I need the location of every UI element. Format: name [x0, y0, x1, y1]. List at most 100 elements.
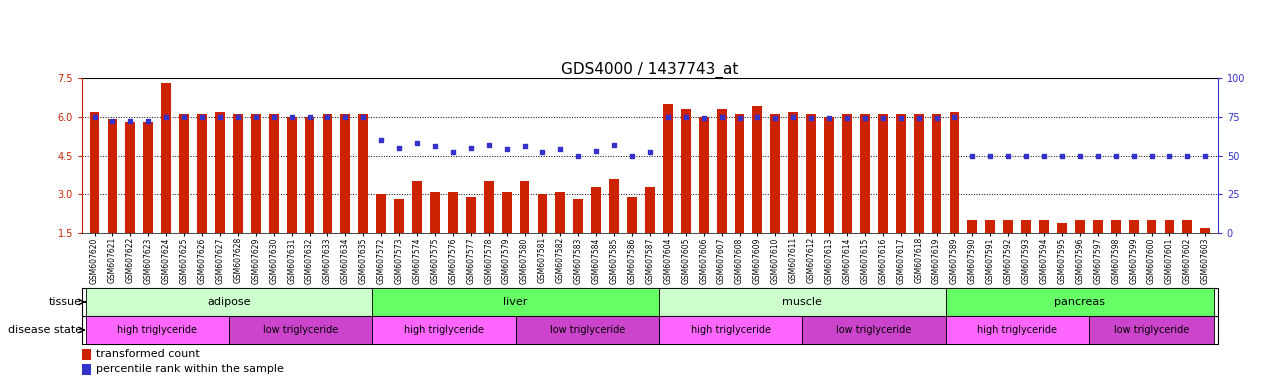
Point — [712, 114, 732, 120]
Point — [909, 115, 929, 121]
Point — [729, 115, 750, 121]
Text: muscle: muscle — [782, 297, 822, 307]
Point — [120, 118, 140, 124]
Bar — [430, 192, 440, 233]
Point — [640, 149, 660, 156]
Bar — [215, 112, 225, 233]
Point — [1141, 152, 1161, 159]
Point — [1070, 152, 1090, 159]
Point — [873, 115, 893, 121]
Point — [1088, 152, 1108, 159]
Bar — [304, 117, 314, 233]
Point — [944, 114, 964, 120]
Point — [533, 149, 553, 156]
Bar — [1039, 220, 1049, 233]
Point — [586, 148, 606, 154]
Text: low triglyceride: low triglyceride — [550, 325, 625, 335]
Point — [658, 114, 678, 120]
Bar — [949, 112, 959, 233]
Bar — [107, 119, 117, 233]
Bar — [228, 316, 372, 344]
Point — [425, 143, 445, 149]
Point — [174, 114, 194, 120]
Point — [281, 114, 302, 120]
Point — [443, 149, 463, 156]
Bar — [90, 112, 100, 233]
Bar — [806, 114, 817, 233]
Point — [1123, 152, 1143, 159]
Bar — [645, 187, 655, 233]
Text: percentile rank within the sample: percentile rank within the sample — [96, 364, 284, 374]
Bar — [520, 181, 530, 233]
Bar — [413, 181, 422, 233]
Point — [891, 115, 911, 121]
Bar — [914, 114, 924, 233]
Text: pancreas: pancreas — [1054, 297, 1106, 307]
Bar — [466, 197, 476, 233]
Text: transformed count: transformed count — [96, 349, 199, 359]
Bar — [752, 106, 762, 233]
Bar — [592, 187, 601, 233]
Bar — [931, 114, 941, 233]
Bar — [448, 192, 458, 233]
Point — [353, 114, 374, 120]
Bar — [86, 316, 228, 344]
Point — [1177, 152, 1198, 159]
Bar — [1200, 228, 1210, 233]
Point — [1106, 152, 1126, 159]
Point — [926, 115, 946, 121]
Text: high triglyceride: high triglyceride — [404, 325, 483, 335]
Bar — [144, 122, 153, 233]
Bar — [878, 114, 887, 233]
Bar — [483, 181, 493, 233]
Point — [461, 145, 481, 151]
Point — [371, 137, 391, 143]
Bar — [341, 114, 351, 233]
Bar — [824, 117, 834, 233]
Point — [336, 114, 356, 120]
Bar — [659, 316, 803, 344]
Point — [1051, 152, 1071, 159]
Point — [515, 143, 535, 149]
Bar — [1003, 220, 1013, 233]
Bar — [372, 288, 659, 316]
Point — [694, 115, 714, 121]
Bar — [197, 114, 207, 233]
Point — [156, 114, 177, 120]
Point — [981, 152, 1001, 159]
Point — [246, 114, 266, 120]
Bar — [789, 112, 798, 233]
Bar — [372, 316, 516, 344]
Point — [1016, 152, 1036, 159]
Point — [747, 114, 767, 120]
Bar — [555, 192, 565, 233]
Bar — [610, 179, 620, 233]
Point — [299, 114, 319, 120]
Text: low triglyceride: low triglyceride — [1114, 325, 1189, 335]
Point — [192, 114, 212, 120]
Point — [496, 146, 516, 152]
Bar — [659, 288, 945, 316]
Bar — [1075, 220, 1085, 233]
Bar — [286, 117, 297, 233]
Bar — [358, 114, 369, 233]
Bar — [896, 114, 906, 233]
Bar — [945, 288, 1214, 316]
Bar — [233, 114, 242, 233]
Bar — [516, 316, 659, 344]
Point — [85, 114, 105, 120]
Point — [854, 115, 875, 121]
Bar — [1128, 220, 1138, 233]
Bar — [1093, 220, 1103, 233]
Bar — [82, 349, 91, 359]
Bar — [1058, 223, 1066, 233]
Bar — [1021, 220, 1031, 233]
Title: GDS4000 / 1437743_at: GDS4000 / 1437743_at — [562, 62, 738, 78]
Bar — [734, 114, 745, 233]
Bar — [323, 114, 332, 233]
Text: tissue: tissue — [49, 297, 82, 307]
Bar — [986, 220, 996, 233]
Point — [604, 142, 625, 148]
Point — [1195, 152, 1215, 159]
Bar — [376, 194, 386, 233]
